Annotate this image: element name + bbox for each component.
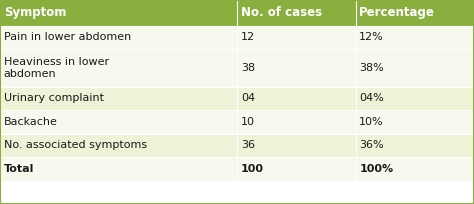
Text: 12%: 12%: [359, 32, 384, 42]
Bar: [356, 49, 474, 87]
Bar: [356, 26, 474, 49]
Bar: [0, 0, 237, 26]
Text: Heaviness in lower
abdomen: Heaviness in lower abdomen: [4, 57, 109, 79]
Bar: [237, 157, 356, 181]
Text: Symptom: Symptom: [4, 6, 66, 19]
Text: 38%: 38%: [359, 63, 384, 73]
Text: Backache: Backache: [4, 117, 58, 127]
Text: 38: 38: [241, 63, 255, 73]
Bar: [237, 49, 356, 87]
Bar: [356, 0, 474, 26]
Text: No. of cases: No. of cases: [241, 6, 322, 19]
Bar: [0, 110, 237, 134]
Bar: [0, 157, 237, 181]
Bar: [356, 87, 474, 110]
Text: 10%: 10%: [359, 117, 384, 127]
Text: 100: 100: [241, 164, 264, 174]
Bar: [0, 134, 237, 157]
Text: 04%: 04%: [359, 93, 384, 103]
Bar: [237, 110, 356, 134]
Bar: [237, 87, 356, 110]
Text: 12: 12: [241, 32, 255, 42]
Text: 04: 04: [241, 93, 255, 103]
Bar: [356, 134, 474, 157]
Text: 36%: 36%: [359, 140, 384, 150]
Bar: [356, 110, 474, 134]
Bar: [0, 49, 237, 87]
Text: 36: 36: [241, 140, 255, 150]
Bar: [0, 87, 237, 110]
Text: 10: 10: [241, 117, 255, 127]
Bar: [237, 134, 356, 157]
Bar: [0, 26, 237, 49]
Text: Urinary complaint: Urinary complaint: [4, 93, 104, 103]
Text: No. associated symptoms: No. associated symptoms: [4, 140, 147, 150]
Text: Percentage: Percentage: [359, 6, 435, 19]
Bar: [356, 157, 474, 181]
Bar: [237, 26, 356, 49]
Text: Total: Total: [4, 164, 34, 174]
Bar: [237, 0, 356, 26]
Text: Pain in lower abdomen: Pain in lower abdomen: [4, 32, 131, 42]
Text: 100%: 100%: [359, 164, 393, 174]
